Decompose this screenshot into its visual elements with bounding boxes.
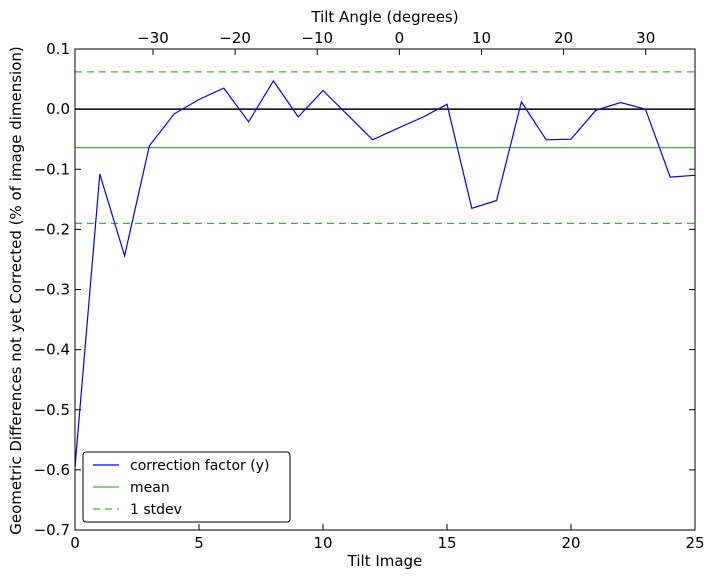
y-tick-label: −0.2 [34, 220, 70, 238]
y-tick-label: 0.0 [46, 100, 70, 118]
y-tick-label: −0.4 [34, 341, 70, 359]
x-tick-label: 25 [685, 534, 704, 552]
y-tick-label: 0.1 [46, 40, 70, 58]
legend-stdev-label: 1 stdev [130, 502, 182, 518]
top-tick-label: −20 [219, 29, 251, 47]
legend-mean-label: mean [130, 480, 170, 496]
y-axis-label: Geometric Differences not yet Corrected … [7, 46, 25, 535]
top-tick-label: 10 [472, 29, 491, 47]
top-tick-label: −30 [137, 29, 169, 47]
y-tick-label: −0.1 [34, 160, 70, 178]
legend-correction-factor-label: correction factor (y) [130, 458, 269, 474]
top-axis-label: Tilt Angle (degrees) [310, 8, 458, 26]
x-tick-label: 15 [437, 534, 456, 552]
x-tick-label: 10 [313, 534, 332, 552]
x-axis-label: Tilt Image [347, 552, 423, 570]
legend-box [82, 451, 291, 523]
x-tick-label: 5 [194, 534, 204, 552]
legend: correction factor (y) mean 1 stdev [82, 451, 291, 523]
top-tick-label: 0 [395, 29, 405, 47]
y-tick-label: −0.3 [34, 281, 70, 299]
top-tick-label: 30 [636, 29, 655, 47]
plot-layer [74, 71, 696, 467]
ticks-layer: 0 5 10 15 20 25 0.1 0.0 −0.1 −0.2 −0.3 −0.4 −0.5 −0.6… [34, 29, 705, 552]
y-tick-label: −0.6 [34, 461, 70, 479]
y-tick-label: −0.7 [34, 521, 70, 539]
correction-factor-line [74, 79, 696, 467]
top-tick-label: 20 [554, 29, 573, 47]
x-tick-label: 20 [561, 534, 580, 552]
x-tick-label: 0 [70, 534, 80, 552]
top-tick-label: −10 [301, 29, 333, 47]
y-tick-label: −0.5 [34, 401, 70, 419]
plot-frame [74, 48, 696, 531]
